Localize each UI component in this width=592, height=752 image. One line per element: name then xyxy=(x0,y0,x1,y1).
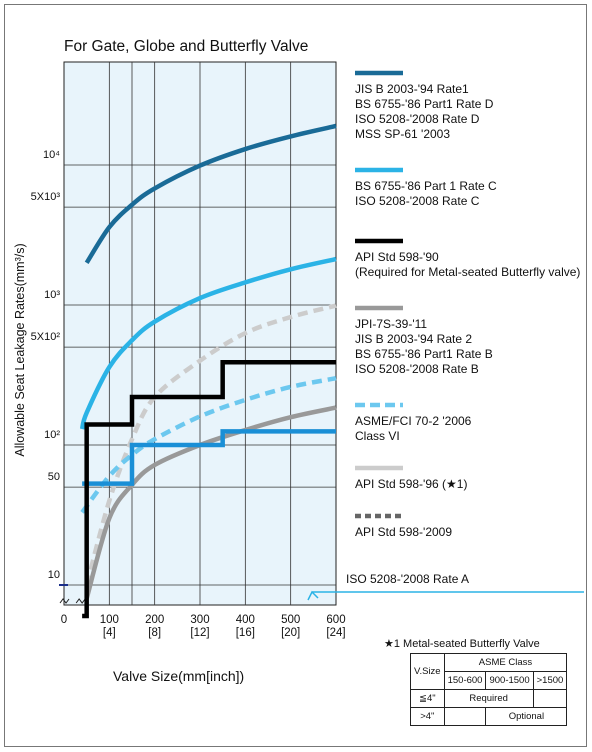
y-tick-label: 50 xyxy=(47,471,60,484)
chart-title: For Gate, Globe and Butterfly Valve xyxy=(64,38,309,55)
asme-class-table: V.Size ASME Class 150-600 900-1500 >1500… xyxy=(410,653,568,726)
series-line xyxy=(79,256,337,430)
table-size-cell: >4" xyxy=(410,707,445,726)
table-col-header: 150-600 xyxy=(443,671,487,690)
legend-entry: BS 6755-'86 Part 1 Rate C ISO 5208-'2008 … xyxy=(355,179,497,208)
legend-entry: API Std 598-'2009 xyxy=(355,525,453,539)
table-cell-optional: Optional xyxy=(485,707,568,726)
y-tick-label: 10³ xyxy=(44,289,60,301)
figure-frame xyxy=(4,4,587,747)
legend-swatch xyxy=(307,590,319,601)
series-line xyxy=(84,303,337,586)
legend-entry: API Std 598-'96 (★1) xyxy=(355,477,468,491)
y-tick-label: 5X10³ xyxy=(30,191,60,204)
y-tick-label: 10² xyxy=(44,429,60,441)
x-tick-label: 200 [8] xyxy=(145,614,165,639)
legend-entry: API Std 598-'90 (Required for Metal-seate… xyxy=(355,250,581,279)
axis-break-mark xyxy=(75,598,86,604)
y-axis-label: Allowable Seat Leakage Rates(mm³/s) xyxy=(13,243,27,457)
series-line xyxy=(84,405,337,600)
table-cell-required: Required xyxy=(443,689,534,708)
table-group-header: ASME Class xyxy=(443,653,568,672)
legend-entry: JPI-7S-39-'11 JIS B 2003-'94 Rate 2 BS 675… xyxy=(355,317,493,376)
series-line xyxy=(84,123,337,265)
x-axis-label: Valve Size(mm[inch]) xyxy=(113,668,245,684)
x-tick-label: 600 [24] xyxy=(326,614,346,639)
y-tick-label: 5X10² xyxy=(30,331,60,344)
axis-break-mark xyxy=(59,598,70,604)
table-col-header: >1500 xyxy=(532,671,568,690)
x-tick-label: 0 xyxy=(60,614,68,626)
table-row-header: V.Size xyxy=(410,653,445,690)
y-tick-label: 10⁴ xyxy=(43,149,60,161)
table-size-cell: ≦4" xyxy=(410,689,445,708)
series-line xyxy=(82,429,336,486)
footnote-title: ★1 Metal-seated Butterfly Valve xyxy=(384,638,540,650)
table-col-header: 900-1500 xyxy=(485,671,534,690)
legend-entry: ASME/FCI 70-2 '2006 Class VI xyxy=(355,414,472,443)
y-tick-label: 10 xyxy=(47,569,60,581)
x-tick-label: 100 [4] xyxy=(99,614,119,639)
x-tick-label: 500 [20] xyxy=(281,614,301,639)
legend-entry: JIS B 2003-'94 Rate1 BS 6755-'86 Part1 Ra… xyxy=(355,82,494,141)
x-tick-label: 300 [12] xyxy=(190,614,210,639)
x-tick-label: 400 [16] xyxy=(235,614,255,639)
table-cell-empty xyxy=(532,689,568,708)
series-line xyxy=(82,360,336,619)
legend-entry: ISO 5208-'2008 Rate A xyxy=(346,572,470,586)
series-line xyxy=(80,375,337,514)
table-cell-empty xyxy=(443,707,487,726)
